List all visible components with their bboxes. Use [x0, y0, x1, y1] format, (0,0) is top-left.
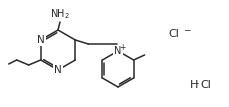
Text: −: − [182, 25, 190, 34]
Text: N: N [114, 46, 121, 56]
Text: +: + [118, 42, 125, 51]
Text: NH$_2$: NH$_2$ [50, 7, 70, 21]
Text: Cl: Cl [167, 29, 178, 39]
Text: ·: · [195, 79, 199, 91]
Text: N: N [37, 35, 44, 45]
Text: Cl: Cl [199, 80, 210, 90]
Text: N: N [54, 65, 62, 75]
Text: H: H [189, 80, 197, 90]
